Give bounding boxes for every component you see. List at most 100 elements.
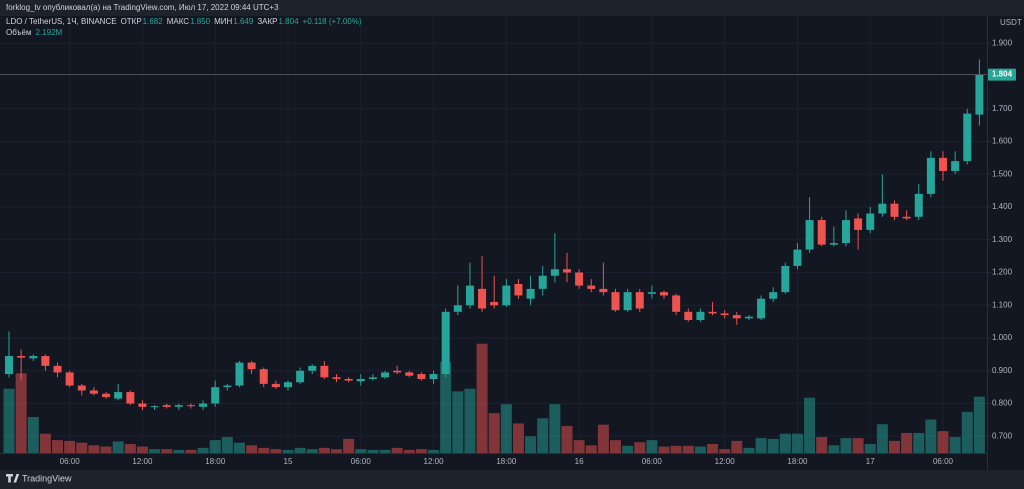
candle-body <box>793 249 802 266</box>
candle-body <box>368 377 377 379</box>
candle-body <box>599 288 608 293</box>
x-tick-label: 12:00 <box>715 457 736 466</box>
candle-body <box>611 292 620 311</box>
footer-bar <box>0 470 1024 489</box>
candle-body <box>174 405 183 407</box>
y-tick-label: 1.900 <box>992 38 1013 47</box>
volume-bar <box>755 438 767 453</box>
volume-bar <box>949 437 961 453</box>
volume-bar <box>973 396 985 453</box>
volume-bar <box>585 445 597 453</box>
volume-bar <box>52 440 64 453</box>
volume-bar <box>124 444 136 453</box>
candle-body <box>332 377 341 379</box>
volume-bar <box>864 444 876 453</box>
candle-body <box>975 74 984 115</box>
candle-body <box>514 283 523 296</box>
volume-bar <box>415 449 427 453</box>
plot <box>0 16 987 453</box>
candle-body <box>247 362 256 370</box>
volume-bar <box>76 442 88 453</box>
volume-bar <box>767 438 779 453</box>
volume-legend-value: 2.192M <box>36 28 63 37</box>
volume-bar <box>270 449 282 453</box>
volume-bar <box>597 424 609 453</box>
candle-body <box>102 393 111 397</box>
y-tick-label: 1.400 <box>992 202 1013 211</box>
volume-bar <box>791 433 803 453</box>
volume-bar <box>707 444 719 453</box>
candle-body <box>89 390 98 394</box>
volume-bar <box>282 449 294 453</box>
volume-bar <box>428 449 440 453</box>
volume-bar <box>149 449 161 453</box>
candle-body <box>465 285 474 306</box>
candle-body <box>550 269 559 276</box>
candle-body <box>926 157 935 194</box>
volume-bar <box>391 447 403 453</box>
candle-body <box>744 316 753 319</box>
y-tick-label: 0.800 <box>992 399 1013 408</box>
volume-legend-name: Объём <box>6 28 32 37</box>
candle-body <box>587 285 596 289</box>
candle-body <box>77 385 86 391</box>
candle-body <box>186 405 195 407</box>
volume-bar <box>39 433 51 453</box>
candle-body <box>271 383 280 388</box>
candle-body <box>623 292 632 311</box>
x-tick-label: 12:00 <box>424 457 445 466</box>
x-tick-label: 06:00 <box>60 457 81 466</box>
volume-bar <box>779 433 791 453</box>
candle-body <box>672 295 681 312</box>
legend-text: МИН <box>214 17 232 26</box>
volume-bar <box>852 438 864 453</box>
y-tick-label: 1.600 <box>992 137 1013 146</box>
candle-body <box>356 378 365 382</box>
x-tick-label: 18:00 <box>205 457 226 466</box>
candle-body <box>647 292 656 294</box>
volume-bar <box>500 404 512 453</box>
volume-bar <box>549 404 561 453</box>
volume-bar <box>525 436 537 453</box>
candle-body <box>854 218 863 230</box>
volume-bar <box>804 397 816 453</box>
volume-bar <box>646 440 658 453</box>
candle-body <box>259 369 268 384</box>
volume-bar <box>901 432 913 453</box>
candle-body <box>17 356 26 358</box>
candle-body <box>199 403 208 407</box>
legend-text: LDO / TetherUS, 1Ч, BINANCE <box>6 17 117 26</box>
volume-bar <box>209 440 221 453</box>
candle-body <box>829 243 838 245</box>
candle-body <box>126 392 135 404</box>
volume-bar <box>622 445 634 453</box>
volume-bar <box>112 441 124 453</box>
x-tick-label: 12:00 <box>132 457 153 466</box>
candle-body <box>429 374 438 379</box>
volume-bar <box>185 449 197 453</box>
candle-body <box>41 356 50 366</box>
volume-bar <box>731 440 743 453</box>
candle-body <box>951 161 960 171</box>
candle-body <box>29 356 38 359</box>
volume-bar <box>719 449 731 453</box>
candle-body <box>150 406 159 408</box>
candle-body <box>211 387 220 404</box>
candle-body <box>441 311 450 375</box>
volume-bar <box>913 432 925 453</box>
candle-body <box>502 285 511 306</box>
header-bar <box>0 0 1024 16</box>
candle-body <box>344 378 353 381</box>
legend-text: ОТКР <box>121 17 142 26</box>
y-tick-label: 1.700 <box>992 104 1013 113</box>
candle-body <box>5 356 13 375</box>
volume-bar <box>173 449 185 453</box>
candle-body <box>562 269 571 273</box>
volume-bar <box>440 361 452 453</box>
y-tick-label: 1.100 <box>992 300 1013 309</box>
candle-body <box>538 275 547 289</box>
candle-body <box>878 203 887 214</box>
volume-bar <box>610 440 621 453</box>
volume-bar <box>537 418 549 453</box>
